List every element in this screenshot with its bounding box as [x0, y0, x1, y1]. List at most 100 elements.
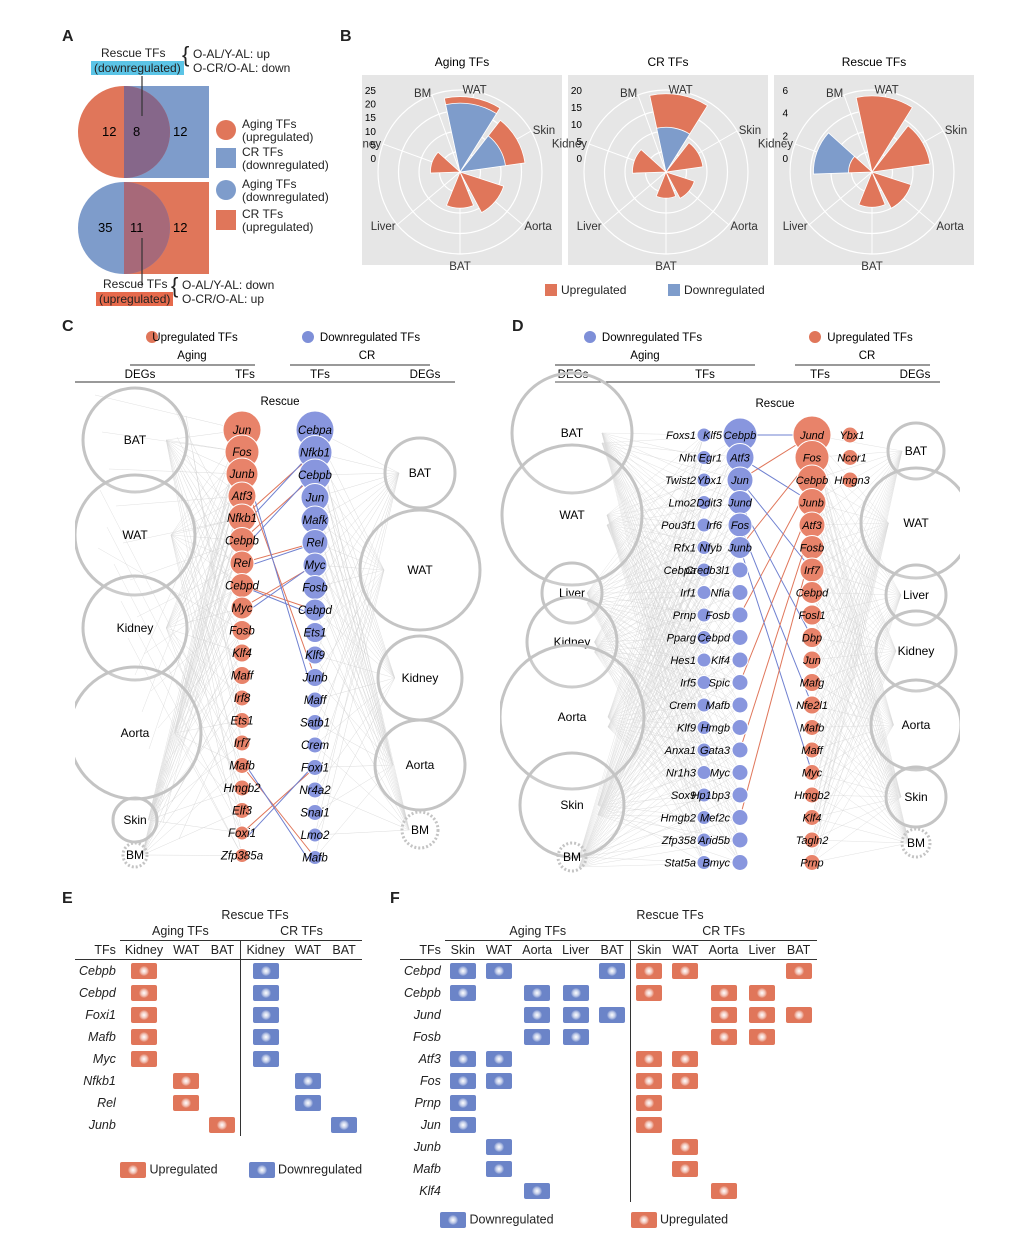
aging-tf-node [731, 719, 749, 736]
aging-tf-node [731, 786, 749, 804]
aging-tf-node [696, 855, 712, 870]
table-row: Mafb [75, 1026, 362, 1048]
tissue-node [869, 678, 960, 772]
cr-tf-label: Mafb [800, 723, 824, 735]
aging-tf-node [696, 540, 712, 555]
cr-tf-label: Myc [802, 768, 823, 780]
venn1-mid-count: 8 [133, 124, 140, 139]
group-aging-header: Aging TFs [444, 922, 631, 941]
downregulated-mark [252, 985, 279, 1001]
cr-tf-node [803, 719, 821, 736]
rescue-up-tag: Rescue TFs [103, 277, 168, 291]
venn-legend-line2: (upregulated) [242, 220, 314, 234]
aging-rescue-tf-label: Jund [727, 498, 753, 510]
cr-tf-label: Cebpd [796, 588, 829, 600]
polar-bar-down [445, 102, 498, 174]
aging-tf-label: Myc [231, 603, 252, 615]
polar-tick-label: 6 [782, 86, 788, 97]
group-cr-header: CR TFs [240, 922, 363, 941]
aging-tf-label: Hmgb2 [661, 813, 696, 825]
cr-tf-label: Satb1 [300, 718, 330, 730]
cr-tf-label: Jun [305, 493, 325, 505]
aging-tf-label: Klf4 [711, 655, 730, 667]
rescue-edge-up [241, 767, 316, 834]
aging-tf-label: Twist2 [665, 475, 696, 487]
tissue-node [556, 841, 588, 873]
aging-tf-label: Cebpb [225, 536, 259, 548]
polar-category-label: BAT [449, 261, 471, 270]
aging-tf-label: Spic [709, 678, 731, 690]
venn1-left-count: 12 [102, 124, 116, 139]
aging-tf-node [696, 607, 712, 623]
tissue-label: Aorta [406, 758, 435, 772]
venn-legend-line2: (downregulated) [242, 190, 329, 204]
downregulated-mark [252, 963, 279, 979]
aging-tf-label: Credb3l1 [685, 565, 730, 577]
cr-tf-label: Junb [799, 498, 824, 510]
tissue-label: Kidney [402, 671, 439, 685]
upregulated-mark [710, 1183, 737, 1199]
polar-category-label: BM [826, 88, 843, 100]
polar-bar-up [858, 170, 886, 208]
polar-chart: Rescue TFs WAT Skin Aorta BAT Liver Kidney BM 6 4… [758, 55, 974, 270]
aging-tf-node [233, 779, 251, 797]
cr-tf-label: Foxi1 [301, 763, 329, 775]
aging-tf-node [696, 697, 712, 713]
tissue-label: Skin [904, 790, 927, 804]
tissue-node [383, 436, 457, 510]
top-note-1: O-AL/Y-AL: up [193, 47, 270, 61]
aging-tf-label: Rel [233, 558, 251, 570]
tissue-node [75, 473, 197, 597]
tissue-column-header: WAT [289, 940, 327, 960]
tissue-label: BAT [905, 444, 928, 458]
aging-tf-label: Atf3 [231, 491, 253, 503]
upregulated-mark [749, 1029, 776, 1045]
aging-tf-label: Cebpa [664, 565, 696, 577]
rescue-edge-up [739, 547, 813, 818]
aging-tf-node [731, 696, 749, 714]
aging-tf-node [696, 832, 712, 848]
upregulated-mark [209, 1117, 236, 1133]
aging-tf-node [232, 643, 252, 663]
polar-bar-up [445, 170, 475, 209]
upregulated-mark [636, 963, 663, 979]
polar-category-label: Aorta [936, 221, 964, 233]
cr-tf-node [841, 471, 859, 489]
tissue-label: Skin [123, 813, 146, 827]
rescue-edge-down [247, 477, 310, 544]
tissue-label: Kidney [898, 644, 935, 658]
rescue-edge-down [247, 567, 310, 612]
aging-tf-node [731, 651, 749, 669]
tissue-column-header: WAT [168, 940, 205, 960]
upregulated-mark [710, 1029, 737, 1045]
legend-down-mark [248, 1162, 275, 1178]
cr-tf-label: Prnp [800, 858, 823, 870]
downregulated-mark [486, 963, 513, 979]
cr-tf-label: Ncor1 [837, 453, 866, 465]
polar-tick-label: 20 [365, 100, 377, 111]
table-row: Cebpb [400, 982, 817, 1004]
aging-tf-node [231, 620, 253, 641]
aging-tf-label: Stat5a [664, 858, 696, 870]
tissue-column-header: Liver [557, 940, 595, 960]
downregulated-mark [331, 1117, 358, 1133]
cr-tf-label: Rel [306, 538, 324, 550]
aging-tf-label: Ets1 [230, 716, 253, 728]
downregulated-mark [449, 1073, 476, 1089]
polar-chart: CR TFs WAT Skin Aorta BAT Liver Kidney BM 20 15 10… [552, 55, 768, 270]
downregulated-mark [294, 1073, 321, 1089]
polar-category-label: BM [414, 88, 431, 100]
col-tfs-left: TFs [235, 369, 255, 381]
cr-tf-node [802, 695, 822, 715]
downregulated-mark [562, 1029, 589, 1045]
tf-name: Cebpb [404, 986, 441, 1000]
aging-tf-node [696, 472, 712, 488]
polar-grid-spoke [808, 171, 873, 226]
cr-tf-label: Lmo2 [301, 830, 330, 842]
rescue-edge-down [247, 588, 310, 614]
venn1-right-count: 12 [173, 124, 187, 139]
upregulated-mark [672, 1139, 699, 1155]
rescue-down-tag-sub: (downregulated) [91, 61, 184, 75]
aging-tf-label: Crem [669, 700, 696, 712]
aging-tf-label: Egr1 [699, 453, 722, 465]
